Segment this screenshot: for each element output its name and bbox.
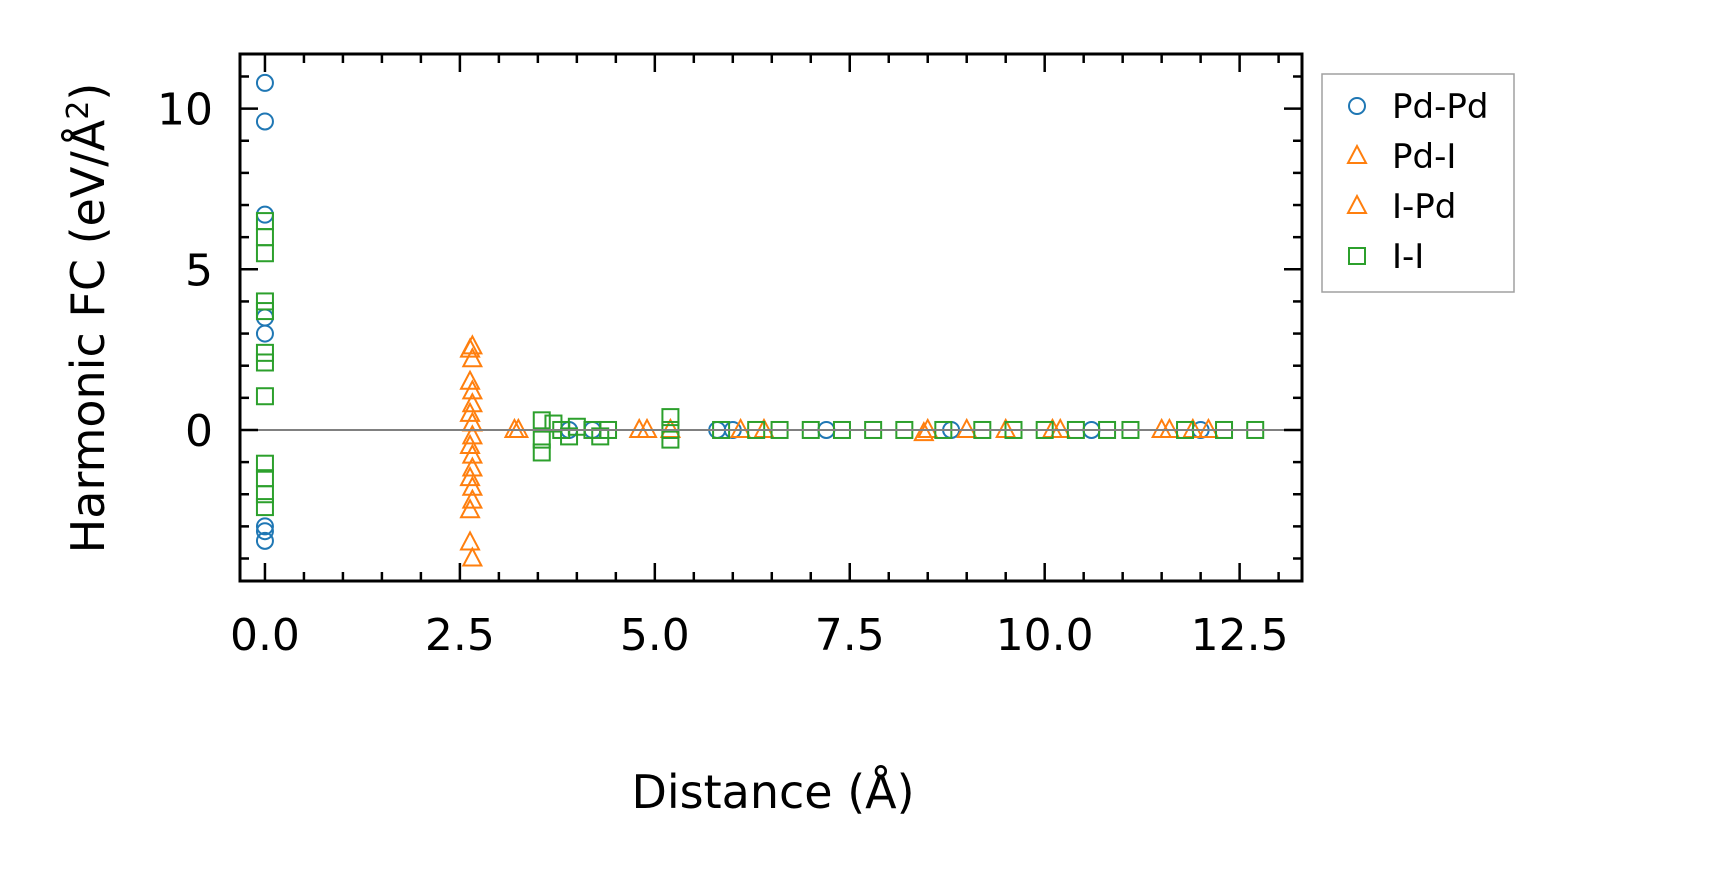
data-point-i-pd (461, 475, 484, 496)
legend-markers (1346, 97, 1368, 265)
data-point-i-pd (507, 417, 530, 438)
y-tick-label: 10 (157, 85, 213, 136)
data-marks (255, 73, 1265, 567)
x-axis-label: Distance (Å) (631, 765, 914, 819)
x-tick-label: 10.0 (996, 610, 1094, 661)
x-tick-label: 2.5 (425, 610, 495, 661)
data-point-i-pd (461, 379, 484, 400)
data-point-i-pd (461, 334, 484, 355)
data-point-i-i (532, 411, 551, 430)
legend-label-i-pd: I-Pd (1392, 187, 1456, 227)
legend-frame (1321, 73, 1515, 293)
axis-ticks (240, 54, 1302, 581)
data-point-i-pd (636, 417, 658, 438)
series-i-i (255, 212, 1265, 517)
data-point-pd-i (459, 530, 481, 551)
x-tick-label: 7.5 (815, 610, 885, 661)
data-point-i-pd (1150, 417, 1173, 438)
data-point-pd-i (459, 369, 481, 390)
data-point-pd-pd (255, 308, 274, 327)
data-point-pd-i (459, 498, 481, 519)
data-point-i-pd (956, 417, 978, 438)
data-point-pd-pd (255, 112, 274, 131)
data-point-i-i (661, 430, 680, 449)
series-i-pd (461, 334, 1204, 567)
data-point-i-i (255, 387, 274, 406)
legend-label-i-i: I-I (1392, 237, 1424, 277)
data-point-i-pd (461, 546, 484, 567)
data-point-pd-pd (255, 531, 274, 550)
y-tick-label: 5 (185, 245, 213, 296)
data-point-i-pd (461, 488, 484, 509)
data-point-pd-pd (255, 205, 274, 224)
y-axis-label-end: ) (61, 83, 115, 101)
x-tick-label: 5.0 (620, 610, 690, 661)
data-point-pd-i (1197, 417, 1220, 438)
y-axis-label: Harmonic FC (eV/Å2) (61, 83, 115, 554)
legend-marker-pd-pd (1348, 97, 1366, 115)
legend: Pd-Pd Pd-I I-Pd I-I (1321, 73, 1515, 293)
data-point-i-pd (461, 443, 484, 464)
data-point-i-i (532, 430, 551, 449)
x-tick-label: 12.5 (1191, 610, 1289, 661)
data-point-i-i (255, 454, 274, 473)
data-point-pd-i (729, 417, 752, 438)
data-point-i-pd (461, 456, 484, 477)
series-pd-pd (255, 73, 1210, 550)
legend-label-pd-pd: Pd-Pd (1392, 87, 1488, 127)
data-point-pd-pd (255, 324, 274, 343)
y-axis-label-main: Harmonic FC (eV/Å (61, 119, 115, 553)
plot-frame (238, 52, 1304, 583)
data-point-i-i (255, 498, 274, 517)
legend-label-pd-i: Pd-I (1392, 137, 1456, 177)
data-point-pd-i (917, 417, 939, 438)
legend-marker-i-i (1348, 247, 1366, 265)
data-point-i-i (255, 292, 274, 311)
data-point-pd-pd (255, 73, 274, 92)
data-point-pd-i (459, 466, 481, 487)
data-point-pd-i (459, 401, 481, 422)
data-point-i-i (532, 443, 551, 462)
data-point-i-i (255, 228, 274, 247)
legend-marker-pd-i (1346, 143, 1368, 164)
tick-labels: 0.0 2.5 5.0 7.5 10.0 12.5 0 5 10 (157, 85, 1289, 661)
data-point-i-pd (461, 347, 484, 368)
data-point-i-pd (913, 421, 935, 442)
y-tick-label: 0 (185, 406, 213, 457)
series-pd-i (459, 337, 1220, 551)
data-point-pd-pd (255, 517, 274, 536)
data-point-pd-i (459, 433, 481, 455)
legend-marker-i-pd (1346, 193, 1368, 214)
data-point-i-i (255, 244, 274, 263)
y-axis-label-superscript: 2 (61, 101, 96, 120)
x-tick-label: 0.0 (230, 610, 300, 661)
data-point-i-pd (461, 424, 484, 445)
data-point-i-i (255, 302, 274, 321)
data-point-i-i (255, 485, 274, 504)
data-point-i-i (661, 408, 680, 427)
data-point-pd-pd (255, 522, 274, 541)
data-point-i-i (255, 343, 274, 362)
data-point-i-pd (461, 392, 484, 413)
data-point-i-i (255, 353, 274, 372)
